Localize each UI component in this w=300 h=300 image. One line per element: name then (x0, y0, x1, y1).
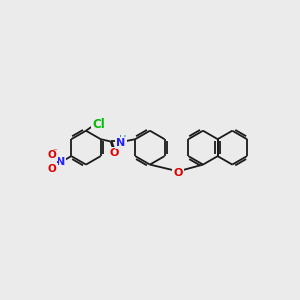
Text: Cl: Cl (92, 118, 105, 131)
Text: N: N (56, 157, 65, 167)
Text: H: H (118, 135, 126, 145)
Text: O: O (173, 168, 183, 178)
Text: O: O (109, 148, 119, 158)
Text: N: N (116, 138, 125, 148)
Text: O: O (48, 150, 57, 160)
Text: O: O (48, 164, 57, 174)
Text: ⁻: ⁻ (53, 148, 58, 157)
